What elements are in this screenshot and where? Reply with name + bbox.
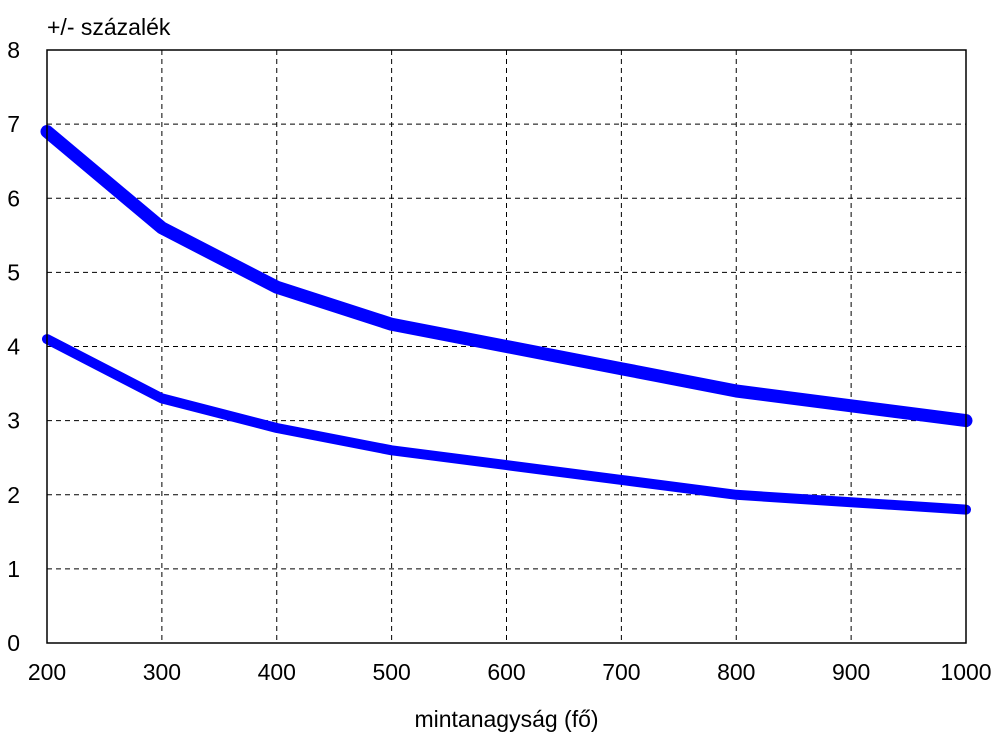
- x-tick-label: 400: [258, 659, 296, 685]
- y-tick-label: 8: [7, 37, 20, 63]
- series-line-2: [42, 334, 971, 515]
- y-tick-label: 7: [7, 111, 20, 137]
- y-tick-label: 5: [7, 259, 20, 285]
- plot-area-frame: [46, 49, 967, 644]
- y-tick-label: 2: [7, 482, 20, 508]
- x-axis-title: mintanagyság (fő): [414, 706, 598, 732]
- x-tick-label: 300: [143, 659, 181, 685]
- y-tick-label: 3: [7, 408, 20, 434]
- x-tick-label: 500: [372, 659, 410, 685]
- grid: [47, 50, 966, 643]
- x-tick-label: 600: [487, 659, 525, 685]
- y-axis-ticks: 0 1 2 3 4 5 6 7 8: [7, 37, 20, 656]
- y-tick-label: 6: [7, 185, 20, 211]
- x-tick-label: 1000: [940, 659, 991, 685]
- y-tick-label: 1: [7, 556, 20, 582]
- x-tick-label: 800: [717, 659, 755, 685]
- series-lines: [40, 125, 973, 515]
- x-tick-label: 200: [28, 659, 66, 685]
- y-axis-title: +/- százalék: [47, 14, 171, 40]
- series-line-1: [40, 125, 973, 428]
- y-tick-label: 0: [7, 630, 20, 656]
- x-tick-label: 700: [602, 659, 640, 685]
- y-tick-label: 4: [7, 334, 20, 360]
- x-axis-ticks: 200 300 400 500 600 700 800 900 1000: [28, 659, 992, 685]
- x-tick-label: 900: [832, 659, 870, 685]
